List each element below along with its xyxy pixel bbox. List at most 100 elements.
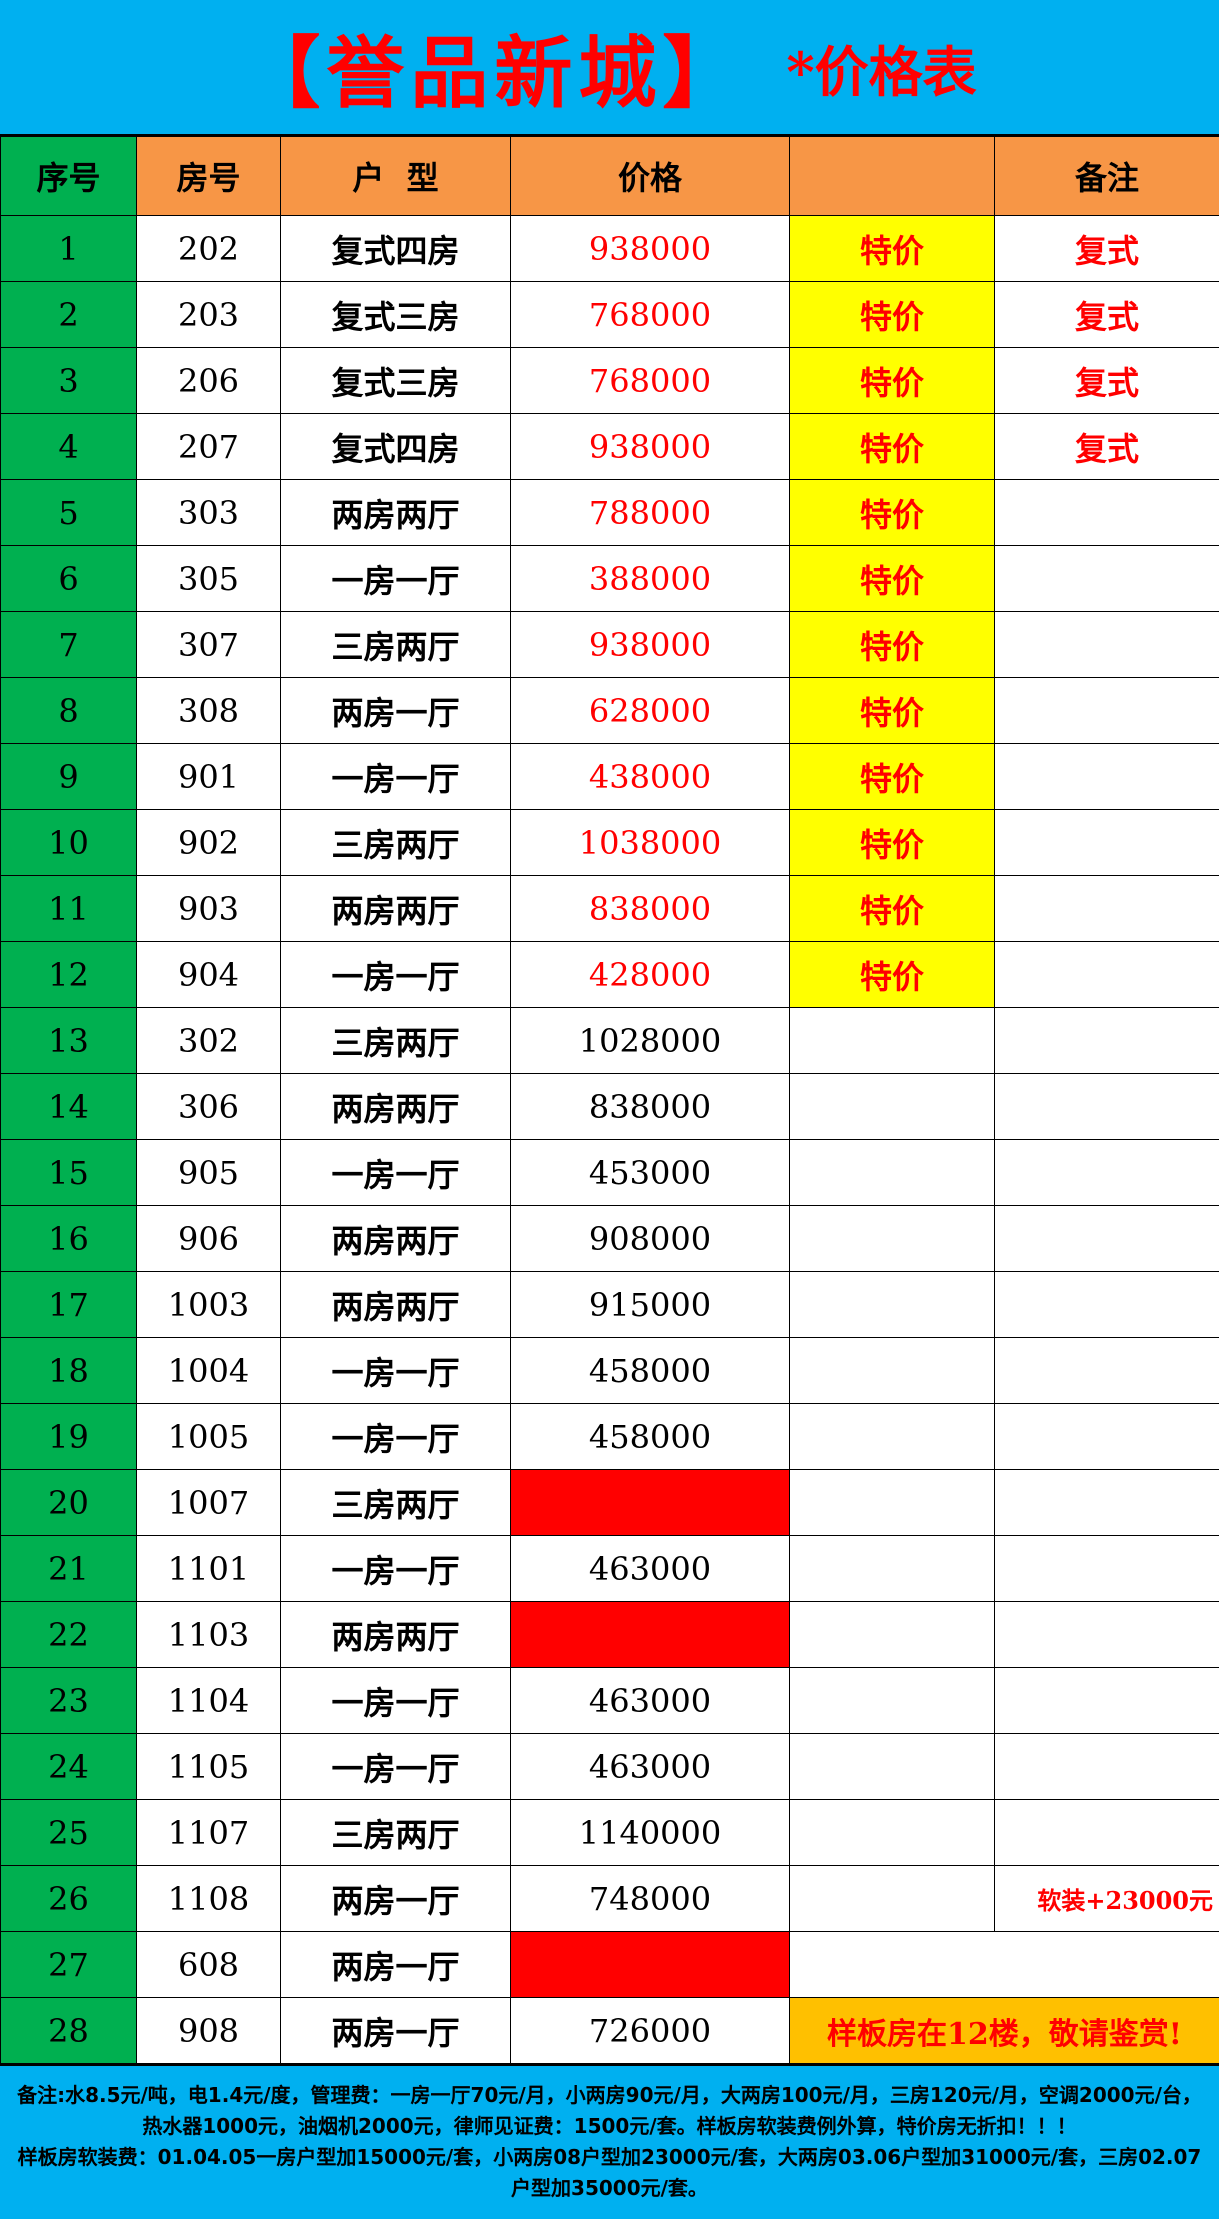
row-note xyxy=(994,677,1219,744)
row-tag: 特价 xyxy=(789,479,995,546)
row-seq: 9 xyxy=(0,743,137,810)
row-type: 两房两厅 xyxy=(280,1271,511,1338)
row-tag xyxy=(789,1073,995,1140)
row-price: 463000 xyxy=(510,1667,790,1734)
row-type: 三房两厅 xyxy=(280,1799,511,1866)
row-room: 202 xyxy=(136,215,281,282)
row-price: 458000 xyxy=(510,1403,790,1470)
row-room: 302 xyxy=(136,1007,281,1074)
row-note xyxy=(994,1205,1219,1272)
row-price: 938000 xyxy=(510,215,790,282)
row-tag: 特价 xyxy=(789,611,995,678)
project-name: 【誉品新城】 xyxy=(242,28,747,119)
row-note: 复式 xyxy=(994,281,1219,348)
price-table: 序号 房号 户 型 价格 备注 1 202 复式四房 938000 特价 复式 2 203 复式… xyxy=(0,136,1219,2064)
row-type: 两房两厅 xyxy=(280,1601,511,1668)
row-seq: 1 xyxy=(0,215,137,282)
row-price: 1028000 xyxy=(510,1007,790,1074)
row-type: 两房两厅 xyxy=(280,1205,511,1272)
table-row: 2 203 复式三房 768000 特价 复式 xyxy=(0,281,1219,348)
row-room: 1108 xyxy=(136,1865,281,1932)
footer-note-1: 备注:水8.5元/吨，电1.4元/度，管理费：一房一厅70元/月，小两房90元/… xyxy=(17,2083,1202,2138)
header-type: 户 型 xyxy=(280,136,511,216)
row-note xyxy=(994,941,1219,1008)
row-merged-note xyxy=(789,1931,1219,1998)
row-type: 一房一厅 xyxy=(280,1403,511,1470)
table-row: 10 902 三房两厅 1038000 特价 xyxy=(0,809,1219,876)
row-room: 1005 xyxy=(136,1403,281,1470)
header-room: 房号 xyxy=(136,136,281,216)
footer-note-2: 样板房软装费：01.04.05一房户型加15000元/套，小两房08户型加230… xyxy=(17,2145,1202,2200)
row-note xyxy=(994,809,1219,876)
row-tag: 特价 xyxy=(789,743,995,810)
table-header: 序号 房号 户 型 价格 备注 xyxy=(0,136,1219,216)
row-price: 938000 xyxy=(510,611,790,678)
table-row: 17 1003 两房两厅 915000 xyxy=(0,1271,1219,1338)
row-room: 303 xyxy=(136,479,281,546)
title-banner: 【誉品新城】 *价格表 xyxy=(0,0,1219,136)
table-row: 23 1104 一房一厅 463000 xyxy=(0,1667,1219,1734)
table-row: 4 207 复式四房 938000 特价 复式 xyxy=(0,413,1219,480)
row-room: 1007 xyxy=(136,1469,281,1536)
row-tag: 特价 xyxy=(789,281,995,348)
row-tag: 特价 xyxy=(789,215,995,282)
row-price: 788000 xyxy=(510,479,790,546)
row-tag xyxy=(789,1667,995,1734)
row-room: 608 xyxy=(136,1931,281,1998)
row-room: 905 xyxy=(136,1139,281,1206)
row-type: 复式四房 xyxy=(280,413,511,480)
row-room: 903 xyxy=(136,875,281,942)
row-tag: 特价 xyxy=(789,809,995,876)
row-type: 一房一厅 xyxy=(280,743,511,810)
table-row: 22 1103 两房两厅 xyxy=(0,1601,1219,1668)
footer-notes: 备注:水8.5元/吨，电1.4元/度，管理费：一房一厅70元/月，小两房90元/… xyxy=(0,2064,1219,2219)
row-room: 1104 xyxy=(136,1667,281,1734)
row-seq: 16 xyxy=(0,1205,137,1272)
row-note xyxy=(994,1337,1219,1404)
row-price: 838000 xyxy=(510,875,790,942)
row-tag xyxy=(789,1799,995,1866)
row-room: 206 xyxy=(136,347,281,414)
row-seq: 19 xyxy=(0,1403,137,1470)
row-type: 三房两厅 xyxy=(280,1007,511,1074)
row-type: 一房一厅 xyxy=(280,1139,511,1206)
row-note xyxy=(994,1535,1219,1602)
row-note xyxy=(994,611,1219,678)
row-type: 复式四房 xyxy=(280,215,511,282)
row-tag xyxy=(789,1403,995,1470)
table-row: 26 1108 两房一厅 748000 软装+23000元 xyxy=(0,1865,1219,1932)
row-tag: 特价 xyxy=(789,941,995,1008)
row-note xyxy=(994,1799,1219,1866)
row-seq: 28 xyxy=(0,1997,137,2064)
row-merged-note: 样板房在12楼，敬请鉴赏! xyxy=(789,1997,1219,2064)
row-seq: 12 xyxy=(0,941,137,1008)
row-price: 908000 xyxy=(510,1205,790,1272)
row-type: 三房两厅 xyxy=(280,1469,511,1536)
row-room: 908 xyxy=(136,1997,281,2064)
row-price: 428000 xyxy=(510,941,790,1008)
price-list-label: *价格表 xyxy=(786,39,977,104)
row-seq: 21 xyxy=(0,1535,137,1602)
row-type: 两房两厅 xyxy=(280,875,511,942)
row-room: 307 xyxy=(136,611,281,678)
table-row: 16 906 两房两厅 908000 xyxy=(0,1205,1219,1272)
row-room: 306 xyxy=(136,1073,281,1140)
row-tag xyxy=(789,1205,995,1272)
row-tag xyxy=(789,1337,995,1404)
table-row: 13 302 三房两厅 1028000 xyxy=(0,1007,1219,1074)
row-seq: 4 xyxy=(0,413,137,480)
row-type: 一房一厅 xyxy=(280,1667,511,1734)
row-type: 一房一厅 xyxy=(280,941,511,1008)
row-seq: 3 xyxy=(0,347,137,414)
table-row: 21 1101 一房一厅 463000 xyxy=(0,1535,1219,1602)
row-price: 388000 xyxy=(510,545,790,612)
table-row: 12 904 一房一厅 428000 特价 xyxy=(0,941,1219,1008)
row-room: 1107 xyxy=(136,1799,281,1866)
table-row: 15 905 一房一厅 453000 xyxy=(0,1139,1219,1206)
row-type: 三房两厅 xyxy=(280,611,511,678)
row-room: 207 xyxy=(136,413,281,480)
row-price: 748000 xyxy=(510,1865,790,1932)
row-note xyxy=(994,1601,1219,1668)
row-seq: 20 xyxy=(0,1469,137,1536)
row-note: 复式 xyxy=(994,215,1219,282)
